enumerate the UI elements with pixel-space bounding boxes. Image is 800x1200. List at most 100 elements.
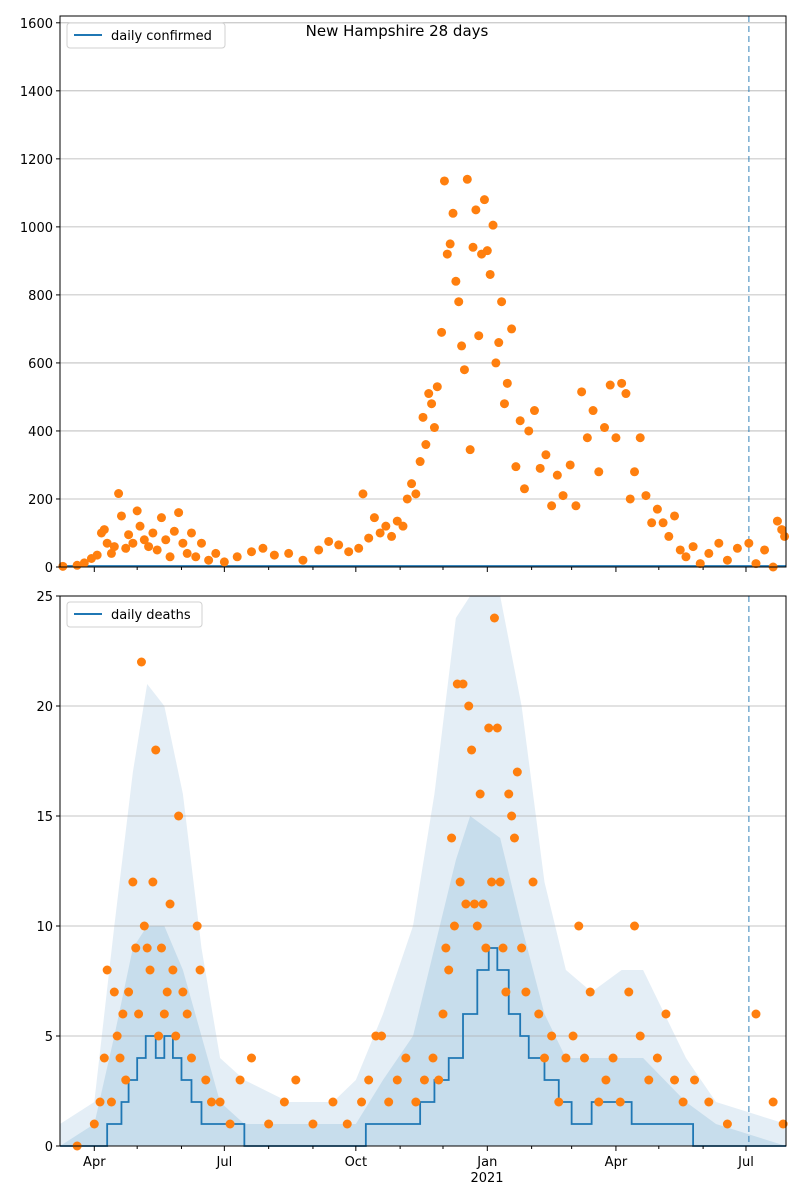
data-point-100: [624, 987, 634, 997]
data-point-98: [565, 460, 575, 470]
data-point-78: [498, 943, 508, 953]
data-point-82: [509, 833, 519, 843]
data-point-119: [681, 552, 691, 562]
data-point-126: [744, 538, 754, 548]
data-point-51: [392, 1075, 402, 1085]
data-point-104: [600, 423, 609, 433]
data-point-67: [448, 208, 458, 218]
data-point-41: [279, 1097, 289, 1107]
data-point-58: [441, 943, 451, 953]
y-tick-label-6: 1200: [20, 153, 53, 168]
data-point-113: [647, 518, 657, 528]
data-point-91: [524, 426, 534, 436]
data-point-86: [528, 877, 538, 887]
data-point-92: [529, 406, 539, 416]
data-point-55: [428, 1053, 438, 1063]
data-point-22: [161, 535, 171, 545]
data-point-99: [571, 501, 581, 511]
data-point-43: [344, 547, 354, 557]
data-point-17: [142, 943, 152, 953]
data-point-4: [102, 965, 112, 975]
data-point-1: [89, 1119, 99, 1129]
data-point-48: [375, 528, 385, 538]
y-tick-label-4: 800: [28, 289, 53, 304]
data-point-87: [507, 324, 517, 334]
data-point-46: [357, 1097, 367, 1107]
data-point-31: [186, 1053, 196, 1063]
data-point-64: [439, 176, 449, 186]
top-axes-frame: [59, 15, 787, 568]
data-point-16: [139, 921, 149, 931]
data-point-11: [116, 511, 126, 521]
data-point-35: [247, 547, 257, 557]
data-point-40: [264, 1119, 274, 1129]
data-point-8: [115, 1053, 125, 1063]
data-point-110: [630, 467, 640, 477]
data-point-5: [106, 1097, 116, 1107]
data-point-53: [411, 1097, 421, 1107]
data-point-112: [641, 491, 651, 501]
data-point-40: [314, 545, 324, 555]
data-point-42: [291, 1075, 301, 1085]
outer-band: [60, 596, 786, 1146]
data-point-107: [617, 378, 627, 388]
data-point-83: [512, 767, 522, 777]
data-point-49: [381, 521, 391, 531]
data-point-26: [178, 538, 188, 548]
data-point-111: [751, 1009, 761, 1019]
data-point-61: [449, 921, 459, 931]
data-point-84: [497, 297, 507, 307]
data-point-80: [485, 269, 495, 279]
data-point-2: [95, 1097, 105, 1107]
data-point-97: [601, 1075, 611, 1085]
data-point-131: [777, 525, 787, 535]
data-point-38: [235, 1075, 245, 1085]
data-point-101: [582, 433, 592, 443]
data-point-96: [552, 470, 562, 480]
data-point-122: [704, 548, 714, 558]
data-point-13: [131, 943, 141, 953]
data-point-65: [442, 249, 452, 259]
data-point-108: [690, 1075, 700, 1085]
data-point-87: [534, 1009, 544, 1019]
data-point-69: [454, 297, 464, 307]
y-tick-label-8: 1600: [20, 17, 53, 32]
data-point-15: [132, 506, 142, 516]
data-point-52: [401, 1053, 411, 1063]
data-point-114: [652, 504, 662, 514]
data-point-91: [561, 1053, 571, 1063]
data-point-95: [547, 501, 557, 511]
data-point-100: [577, 387, 587, 397]
data-point-83: [494, 338, 504, 348]
data-point-94: [541, 450, 551, 460]
x-tick-label-4: Apr: [605, 1155, 628, 1170]
data-point-30: [196, 538, 206, 548]
data-point-4: [92, 550, 102, 560]
data-point-25: [174, 508, 184, 518]
data-point-18: [144, 542, 154, 552]
data-point-109: [625, 494, 635, 504]
data-point-31: [204, 555, 214, 565]
data-point-57: [438, 1009, 448, 1019]
data-point-67: [467, 745, 477, 755]
data-point-19: [148, 877, 158, 887]
data-point-34: [201, 1075, 211, 1085]
data-point-111: [635, 433, 645, 443]
data-point-34: [232, 552, 242, 562]
data-point-12: [128, 877, 138, 887]
data-point-52: [398, 521, 408, 531]
data-point-35: [206, 1097, 216, 1107]
data-point-117: [670, 511, 680, 521]
data-point-6: [99, 525, 109, 535]
data-point-108: [621, 389, 631, 399]
data-point-65: [461, 899, 471, 909]
data-point-73: [465, 445, 475, 455]
data-point-76: [492, 723, 502, 733]
data-point-13: [124, 530, 134, 540]
data-point-103: [594, 467, 604, 477]
data-point-58: [421, 440, 431, 450]
data-point-68: [469, 899, 479, 909]
y-tick-label-2: 400: [28, 425, 53, 440]
y-tick-label-1: 200: [28, 493, 53, 508]
data-point-130: [772, 516, 782, 526]
